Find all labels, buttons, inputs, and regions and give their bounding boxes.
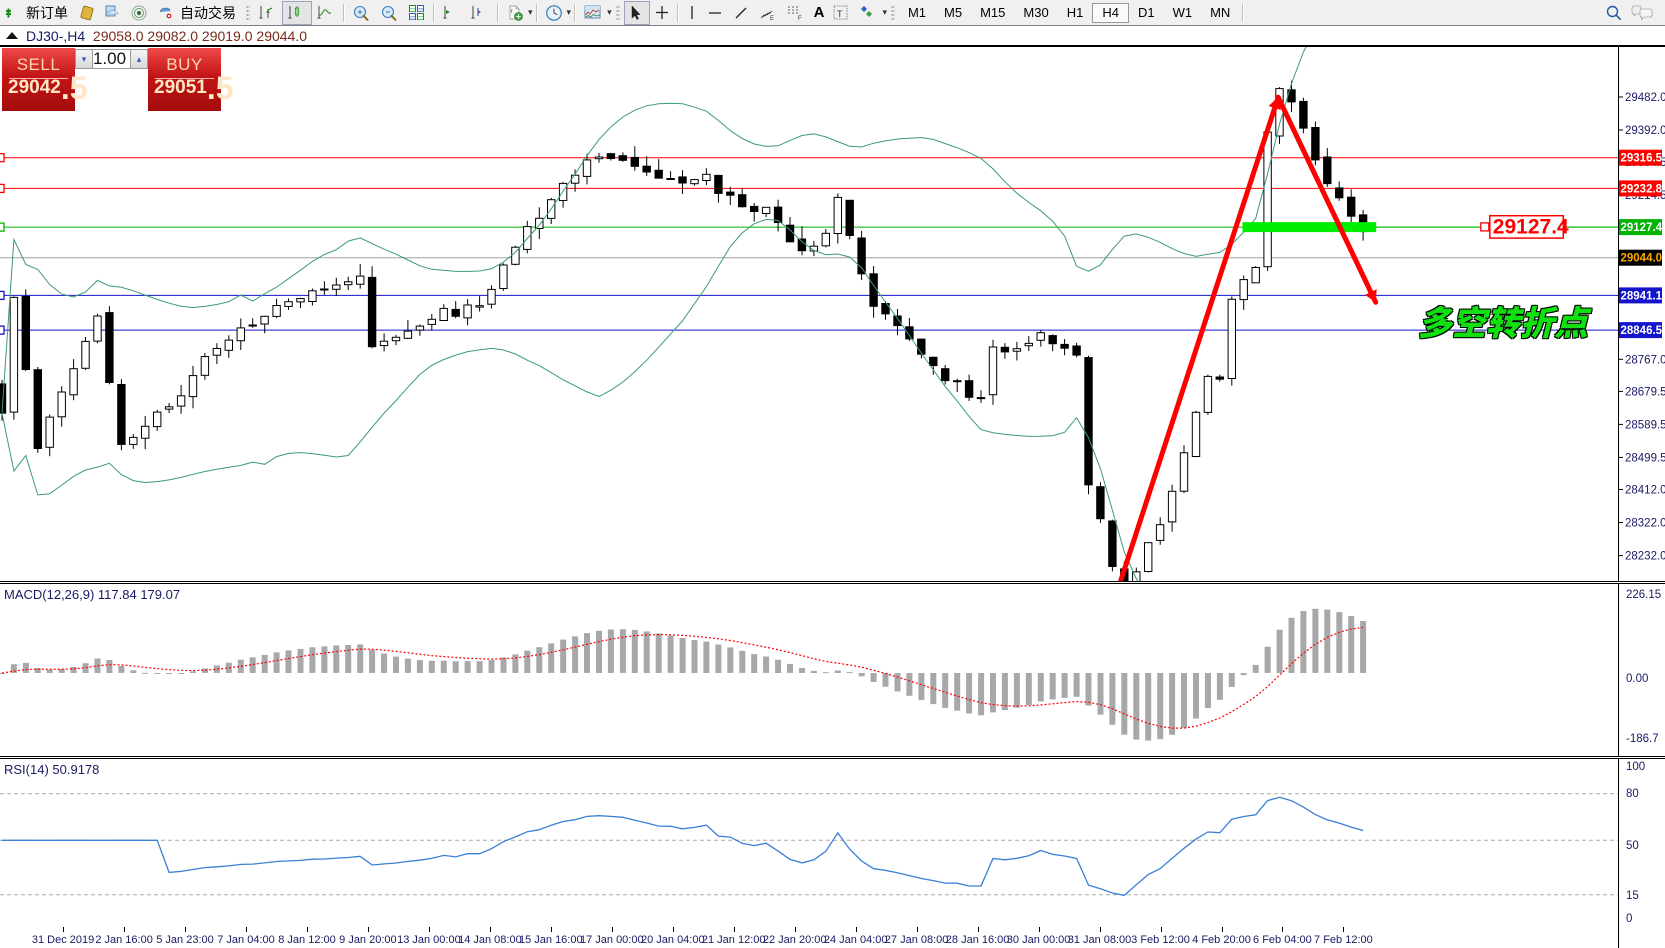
svg-text:29127.4: 29127.4	[1621, 222, 1663, 234]
svg-text:-186.7: -186.7	[1626, 733, 1659, 745]
svg-text:29316.5: 29316.5	[1621, 153, 1663, 165]
svg-text:80: 80	[1626, 788, 1639, 800]
svg-text:28767.0: 28767.0	[1625, 354, 1665, 366]
svg-text:226.15: 226.15	[1626, 589, 1661, 601]
svg-text:F: F	[798, 16, 802, 22]
svg-text:28846.5: 28846.5	[1621, 325, 1663, 337]
svg-text:28679.5: 28679.5	[1625, 386, 1665, 398]
svg-text:28499.5: 28499.5	[1625, 452, 1665, 464]
svg-text:28589.5: 28589.5	[1625, 419, 1665, 431]
svg-text:29232.8: 29232.8	[1621, 183, 1663, 195]
svg-text:28232.0: 28232.0	[1625, 551, 1665, 563]
svg-text:28412.0: 28412.0	[1625, 485, 1665, 497]
svg-text:29127.4: 29127.4	[1493, 216, 1569, 239]
svg-text:15: 15	[1626, 890, 1639, 902]
svg-text:T: T	[837, 9, 843, 19]
svg-text:E: E	[770, 16, 774, 22]
svg-text:29482.0: 29482.0	[1625, 92, 1665, 104]
svg-text:0.00: 0.00	[1626, 673, 1648, 685]
svg-text:28941.1: 28941.1	[1621, 290, 1663, 302]
svg-text:50: 50	[1626, 840, 1639, 852]
svg-text:29392.0: 29392.0	[1625, 125, 1665, 137]
svg-text:100: 100	[1626, 761, 1645, 773]
svg-text:28322.0: 28322.0	[1625, 518, 1665, 530]
svg-text:29044.0: 29044.0	[1621, 253, 1663, 265]
svg-text:0: 0	[1626, 913, 1632, 925]
